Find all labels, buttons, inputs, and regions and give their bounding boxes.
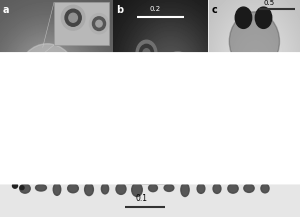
Circle shape bbox=[119, 138, 145, 163]
Circle shape bbox=[255, 7, 272, 28]
Circle shape bbox=[136, 40, 157, 66]
Ellipse shape bbox=[228, 184, 238, 193]
Circle shape bbox=[61, 5, 85, 30]
Text: 0.1: 0.1 bbox=[135, 194, 147, 203]
Ellipse shape bbox=[20, 149, 280, 184]
Ellipse shape bbox=[53, 183, 61, 195]
Text: 0.5: 0.5 bbox=[3, 103, 14, 109]
Ellipse shape bbox=[181, 183, 189, 196]
Circle shape bbox=[279, 87, 294, 107]
Ellipse shape bbox=[213, 184, 221, 193]
Circle shape bbox=[69, 13, 77, 22]
Ellipse shape bbox=[228, 137, 238, 151]
Circle shape bbox=[140, 44, 154, 62]
FancyBboxPatch shape bbox=[54, 2, 109, 45]
Ellipse shape bbox=[197, 140, 205, 151]
Ellipse shape bbox=[132, 183, 142, 197]
Ellipse shape bbox=[197, 184, 205, 193]
Ellipse shape bbox=[148, 184, 158, 192]
Circle shape bbox=[264, 64, 284, 90]
Text: c: c bbox=[212, 5, 217, 15]
Ellipse shape bbox=[181, 136, 189, 152]
Ellipse shape bbox=[20, 184, 30, 193]
Circle shape bbox=[171, 68, 184, 85]
Ellipse shape bbox=[261, 136, 269, 152]
Ellipse shape bbox=[244, 184, 254, 192]
Circle shape bbox=[89, 14, 109, 34]
Ellipse shape bbox=[20, 136, 30, 152]
Ellipse shape bbox=[213, 141, 221, 150]
Circle shape bbox=[158, 52, 197, 102]
Text: a: a bbox=[3, 5, 9, 15]
Ellipse shape bbox=[53, 136, 61, 152]
Circle shape bbox=[19, 44, 75, 103]
Circle shape bbox=[20, 186, 24, 190]
Ellipse shape bbox=[116, 184, 126, 194]
Circle shape bbox=[30, 56, 64, 91]
Ellipse shape bbox=[101, 184, 109, 194]
Ellipse shape bbox=[132, 140, 142, 151]
Circle shape bbox=[143, 49, 150, 58]
Ellipse shape bbox=[229, 12, 280, 71]
Ellipse shape bbox=[148, 136, 158, 152]
Ellipse shape bbox=[261, 184, 269, 193]
Text: b: b bbox=[116, 5, 123, 15]
Ellipse shape bbox=[85, 137, 93, 151]
Circle shape bbox=[13, 183, 17, 188]
Text: 0.5: 0.5 bbox=[263, 0, 274, 6]
Ellipse shape bbox=[35, 137, 46, 151]
Circle shape bbox=[65, 9, 81, 26]
Ellipse shape bbox=[68, 184, 78, 193]
Ellipse shape bbox=[101, 141, 109, 151]
Ellipse shape bbox=[35, 184, 46, 191]
Circle shape bbox=[123, 142, 141, 159]
Ellipse shape bbox=[85, 183, 93, 196]
Text: 0.2: 0.2 bbox=[149, 6, 161, 12]
Ellipse shape bbox=[164, 184, 174, 191]
Ellipse shape bbox=[244, 137, 254, 152]
Circle shape bbox=[235, 7, 252, 28]
Circle shape bbox=[96, 20, 102, 27]
Circle shape bbox=[164, 60, 191, 94]
Ellipse shape bbox=[116, 136, 126, 152]
Circle shape bbox=[92, 17, 106, 31]
Ellipse shape bbox=[68, 139, 78, 151]
Ellipse shape bbox=[164, 142, 174, 150]
Text: d: d bbox=[4, 124, 11, 134]
